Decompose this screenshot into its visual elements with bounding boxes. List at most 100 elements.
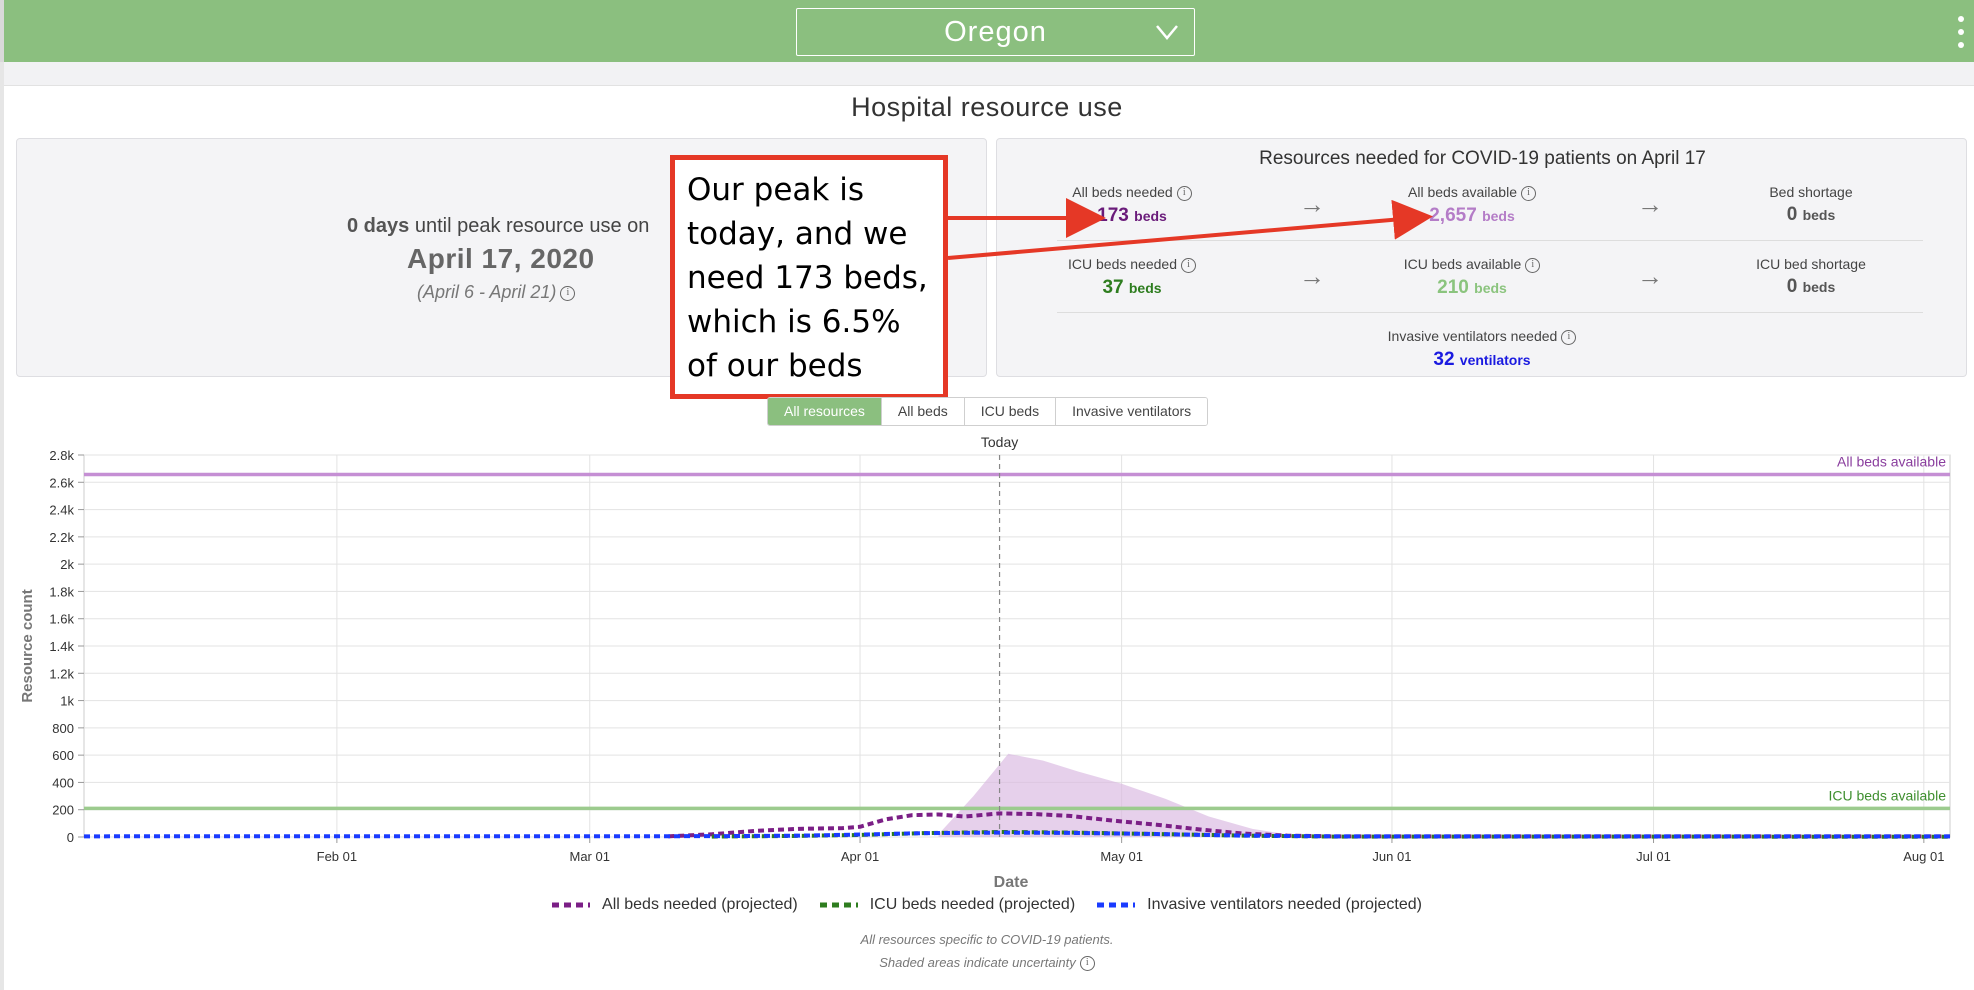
info-icon[interactable]: i [1520,185,1536,201]
all-beds-needed-unit: beds [1134,207,1167,224]
resource-tabs: All resources All beds ICU beds Invasive… [767,397,1209,426]
icu-beds-needed: ICU beds needed i 37 beds [1002,256,1262,299]
x-tick-label: Feb 01 [317,849,357,864]
y-tick-label: 600 [52,748,74,763]
uncertainty-note-text: Shaded areas indicate uncertainty [879,955,1076,970]
all-beds-available-value: 2,657 [1429,204,1477,226]
icu-available-label: ICU beds available [1403,256,1522,272]
ventilators-value: 32 [1433,348,1455,370]
chart-note: All resources specific to COVID-19 patie… [860,932,1114,947]
top-bar: Oregon [0,0,1974,62]
icu-beds-available: ICU beds available i 210 beds [1342,256,1602,299]
ventilators-label: Invasive ventilators needed [1387,328,1558,344]
state-select[interactable]: Oregon [796,8,1195,56]
reference-line-label: ICU beds available [1828,787,1946,803]
divider [1057,240,1923,241]
bed-shortage-label: Bed shortage [1769,184,1853,200]
bed-shortage-unit: beds [1802,207,1836,223]
tab-invasive-ventilators[interactable]: Invasive ventilators [1056,398,1208,425]
legend-label: All beds needed (projected) [602,896,798,913]
annotation-callout: Our peak is today, and we need 173 beds,… [670,155,948,399]
legend-label: ICU beds needed (projected) [869,896,1076,913]
today-label: Today [981,434,1018,450]
arrow-right-icon: → [1637,261,1663,291]
sub-bar [4,62,1974,86]
y-tick-label: 200 [52,803,74,818]
peak-range-text: (April 6 - April 21) [417,282,557,302]
x-tick-label: Mar 01 [570,849,610,864]
legend-icu-beds[interactable]: ICU beds needed (projected) [819,896,1076,914]
arrow-right-icon: → [1299,261,1325,291]
info-icon[interactable]: i [1561,329,1577,345]
y-tick-label: 2.2k [49,530,74,545]
reference-line-label: All beds available [1837,454,1946,470]
chart-legend: All beds needed (projected) ICU beds nee… [0,896,1974,914]
y-tick-label: 1.4k [49,639,74,654]
tab-icu-beds[interactable]: ICU beds [964,398,1057,425]
legend-swatch-all-beds [552,902,591,908]
y-tick-label: 2k [60,557,74,572]
more-options-icon[interactable] [1956,16,1966,48]
resource-chart: 0 200 400 600 800 1k 1.2k 1.4k 1.6k 1.8k 2k 2.2k 2.4… [19,434,1951,890]
y-tick-label: 1.2k [49,666,74,681]
bed-shortage-value: 0 [1786,204,1798,225]
tab-all-resources[interactable]: All resources [768,398,882,425]
chevron-down-icon [1156,25,1178,40]
x-tick-label: Jul 01 [1636,849,1671,864]
legend-ventilators[interactable]: Invasive ventilators needed (projected) [1097,896,1422,914]
resources-panel: Resources needed for COVID-19 patients o… [996,138,1967,377]
icu-bed-shortage: ICU bed shortage 0 beds [1681,256,1941,298]
divider [1057,312,1923,313]
left-rule [0,62,4,990]
y-tick-label: 2.6k [49,475,74,490]
peak-text: until peak resource use on [414,215,650,237]
y-tick-label: 400 [52,775,74,790]
peak-days: 0 days [347,215,410,237]
x-tick-label: Jun 01 [1372,849,1411,864]
info-icon[interactable]: i [1180,257,1196,273]
peak-range: (April 6 - April 21) i [417,282,576,303]
tab-all-beds[interactable]: All beds [881,398,965,425]
icu-shortage-value: 0 [1786,276,1798,297]
all-beds-needed-label: All beds needed [1072,184,1173,200]
peak-date: April 17, 2020 [407,243,595,274]
legend-all-beds[interactable]: All beds needed (projected) [552,896,798,914]
state-select-value: Oregon [944,15,1047,48]
info-icon[interactable]: i [1176,185,1192,201]
icu-shortage-label: ICU bed shortage [1756,256,1866,272]
icu-available-value: 210 [1437,276,1469,298]
bed-shortage: Bed shortage 0 beds [1681,184,1941,226]
info-icon[interactable]: i [1079,956,1095,972]
arrow-right-icon: → [1299,189,1325,219]
ventilators-unit: ventilators [1459,351,1531,368]
all-beds-needed: All beds needed i 173 beds [1002,184,1262,227]
y-tick-label: 1.6k [49,612,74,627]
all-beds-available-unit: beds [1482,207,1515,224]
section-title: Hospital resource use [851,92,1123,122]
legend-label: Invasive ventilators needed (projected) [1147,896,1422,913]
legend-swatch-ventilators [1097,902,1136,908]
uncertainty-note: Shaded areas indicate uncertainty i [0,955,1974,972]
series-line [668,811,1950,839]
series-line [83,830,1950,839]
y-tick-label: 2.4k [49,503,74,518]
x-axis-label: Date [994,874,1029,890]
all-beds-available: All beds available i 2,657 beds [1342,184,1602,227]
y-axis-label: Resource count [19,589,36,702]
icu-needed-unit: beds [1128,279,1162,296]
resources-title: Resources needed for COVID-19 patients o… [1259,148,1706,169]
info-icon[interactable]: i [560,285,576,301]
icu-shortage-unit: beds [1802,279,1836,295]
y-tick-label: 800 [52,721,74,736]
icu-available-unit: beds [1474,279,1507,296]
x-tick-label: May 01 [1100,849,1143,864]
icu-needed-label: ICU beds needed [1068,256,1177,272]
legend-swatch-icu-beds [819,902,858,908]
y-tick-label: 1k [60,694,74,709]
info-icon[interactable]: i [1525,257,1541,273]
x-tick-label: Aug 01 [1903,849,1944,864]
icu-needed-value: 37 [1102,276,1124,298]
y-tick-label: 1.8k [49,584,74,599]
uncertainty-area [938,753,1297,837]
x-tick-label: Apr 01 [841,849,879,864]
